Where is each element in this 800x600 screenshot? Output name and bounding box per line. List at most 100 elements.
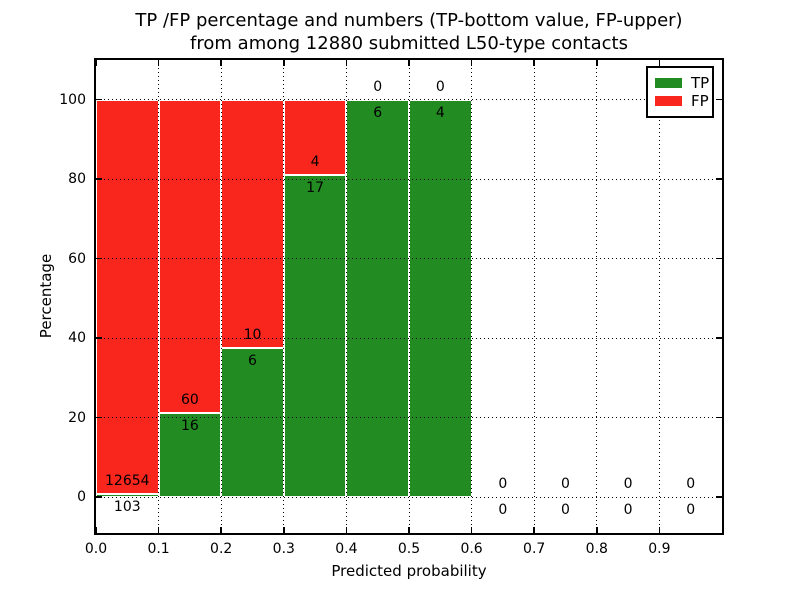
tick-mark: [596, 60, 598, 66]
y-tick-label: 40: [68, 330, 86, 347]
bars-layer: [96, 60, 722, 533]
y-tick-label: 100: [59, 91, 86, 108]
x-tick-label: 0.2: [210, 541, 233, 557]
fp-count-label: 10: [243, 327, 262, 344]
fp-count-label: 0: [623, 476, 633, 493]
tick-mark: [95, 60, 97, 66]
tick-mark: [716, 98, 722, 101]
gridline-vertical: [408, 60, 410, 533]
gridline-vertical: [658, 60, 660, 533]
gridline-vertical: [471, 60, 473, 533]
x-axis-label: Predicted probability: [331, 562, 487, 580]
tp-count-label: 0: [686, 502, 696, 519]
tick-mark: [716, 257, 722, 260]
tick-mark: [716, 416, 722, 419]
tick-mark: [533, 60, 535, 66]
tick-mark: [157, 527, 160, 533]
tp-count-label: 6: [373, 104, 383, 121]
tick-mark: [96, 337, 102, 339]
tick-mark: [283, 527, 285, 533]
tick-mark: [408, 527, 410, 533]
gridline-vertical: [220, 60, 222, 533]
tick-mark: [658, 527, 661, 533]
fp-count-label: 4: [310, 154, 320, 171]
legend-label-fp: FP: [691, 92, 709, 110]
tick-mark: [96, 416, 102, 419]
bar-tp-segment: [346, 99, 409, 498]
gridline-vertical: [596, 60, 598, 533]
tick-mark: [470, 527, 473, 533]
gridline-horizontal: [96, 496, 722, 498]
tick-mark: [345, 60, 348, 66]
tick-mark: [220, 527, 222, 533]
tick-mark: [533, 527, 535, 533]
tick-mark: [716, 178, 722, 180]
tick-mark: [283, 60, 285, 66]
y-tick-label: 80: [68, 171, 86, 188]
tick-mark: [95, 527, 97, 533]
y-tick-label: 0: [77, 489, 86, 506]
y-tick-label: 60: [68, 250, 86, 267]
gridline-horizontal: [96, 99, 722, 101]
x-tick-label: 0.5: [397, 541, 421, 557]
y-tick-label: 20: [68, 409, 86, 426]
x-tick-label: 0.0: [84, 541, 108, 557]
x-tick-label: 0.4: [335, 541, 358, 557]
tp-count-label: 17: [306, 180, 324, 197]
gridline-vertical: [345, 60, 347, 533]
tick-mark: [345, 527, 348, 533]
tick-mark: [96, 257, 102, 260]
fp-count-label: 0: [686, 476, 696, 493]
x-tick-label: 0.6: [460, 541, 483, 557]
legend: TP FP: [646, 66, 714, 118]
gridline-vertical: [158, 60, 160, 533]
tp-count-label: 0: [498, 502, 508, 519]
tick-mark: [408, 60, 410, 66]
gridline-horizontal: [96, 417, 722, 419]
tick-mark: [596, 527, 598, 533]
bar-labels-layer: 12654 103 60 16 10 6 4 17 0 6 0 4 0 0 0 0 0 0 0 0: [96, 60, 722, 533]
tp-count-label: 4: [435, 104, 445, 121]
tick-mark: [157, 60, 160, 66]
tp-count-label: 6: [248, 353, 257, 370]
x-tick-label: 0.9: [648, 541, 671, 557]
x-tick-label: 0.7: [523, 541, 546, 557]
y-axis-label: Percentage: [37, 253, 55, 339]
gridline-vertical: [533, 60, 535, 533]
tp-count-label: 16: [180, 418, 199, 435]
x-tick-label: 0.1: [147, 541, 170, 557]
tp-count-label: 0: [623, 502, 633, 519]
tp-count-label: 103: [113, 499, 141, 516]
fp-count-label: 60: [180, 392, 199, 409]
tick-mark: [716, 337, 722, 339]
fp-count-label: 12654: [105, 473, 150, 490]
legend-swatch-fp: [655, 96, 682, 106]
bar-tp-segment: [283, 175, 347, 498]
fp-count-label: 0: [561, 476, 570, 493]
chart-title-line1: TP /FP percentage and numbers (TP-bottom…: [135, 10, 683, 31]
tick-mark: [220, 60, 222, 66]
bar-tp-segment: [221, 348, 284, 498]
gridline-horizontal: [96, 178, 722, 180]
legend-swatch-tp: [655, 78, 682, 88]
tick-mark: [96, 178, 102, 180]
x-tick-label: 0.8: [585, 541, 608, 557]
bar-fp-segment: [283, 99, 347, 176]
tick-marks-layer: [95, 60, 722, 533]
legend-item-fp: FP: [655, 93, 712, 109]
gridline-horizontal: [96, 337, 722, 339]
fp-count-label: 0: [435, 78, 445, 95]
chart-title-line2: from among 12880 submitted L50-type cont…: [190, 33, 628, 54]
tick-mark: [96, 98, 102, 101]
gridline-vertical: [283, 60, 285, 533]
legend-item-tp: TP: [655, 75, 712, 91]
tick-mark: [96, 496, 102, 498]
tick-mark: [470, 60, 473, 66]
fp-count-label: 0: [373, 78, 383, 95]
gridline-horizontal: [96, 258, 722, 260]
chart-title: TP /FP percentage and numbers (TP-bottom…: [96, 9, 722, 55]
tick-mark: [716, 496, 722, 498]
bar-tp-segment: [409, 99, 472, 498]
fp-count-label: 0: [498, 476, 508, 493]
